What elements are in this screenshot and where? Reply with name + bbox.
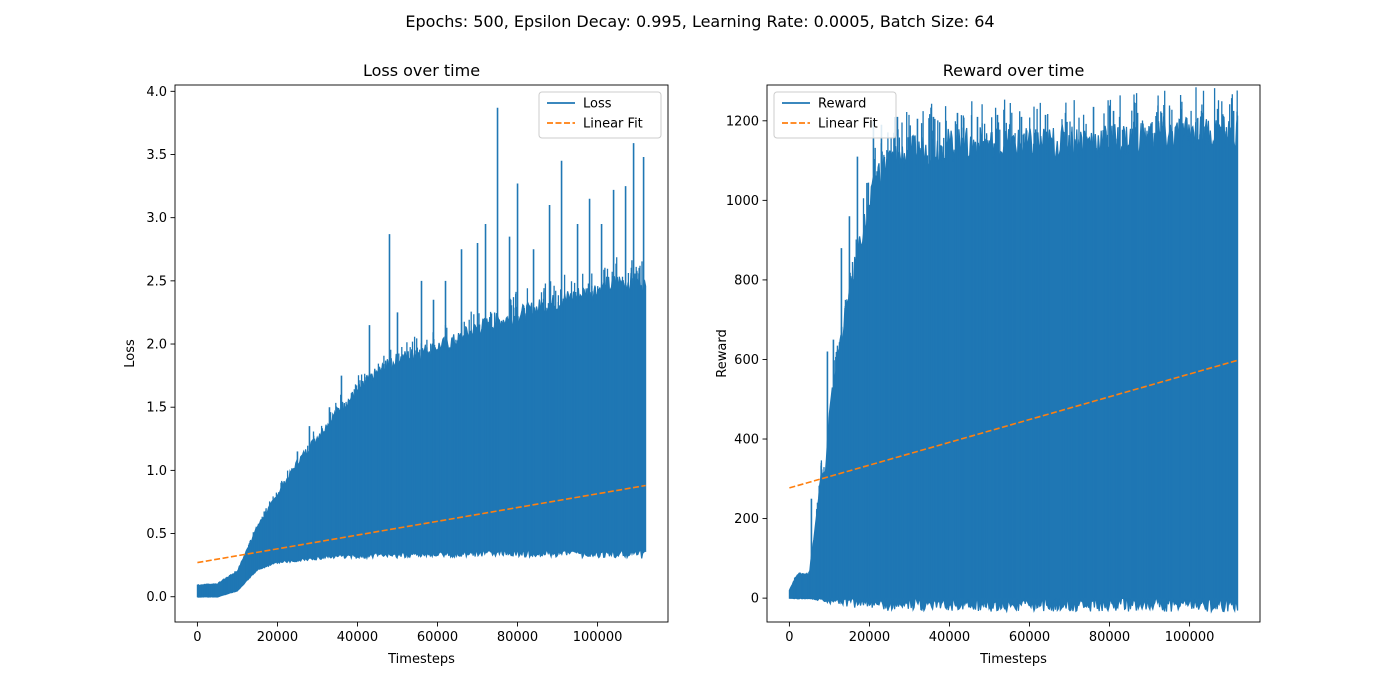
chart-0-x-tick-label: 80000 — [497, 630, 538, 645]
chart-0-series-loss — [196, 107, 647, 598]
chart-1-y-tick-label: 0 — [751, 592, 759, 607]
chart-1-legend-label: Reward — [818, 97, 866, 112]
chart-0-y-tick-label: 2.5 — [146, 274, 167, 289]
chart-0-y-tick-label: 0.0 — [146, 590, 167, 605]
chart-1-title: Reward over time — [943, 61, 1085, 80]
chart-1-axes-frame — [766, 84, 1261, 623]
chart-1-plot-area — [788, 87, 1239, 614]
loss-chart: 0 20000 40000 60000 80000 100000 0.0 0.5 1.0 1.5 2… — [123, 61, 669, 667]
chart-1-x-tick-label: 40000 — [929, 630, 970, 645]
chart-1-y-tick-label: 400 — [734, 433, 759, 448]
chart-0-x-tick-label: 20000 — [257, 630, 298, 645]
chart-0-x-axis-label: Timesteps — [387, 652, 455, 667]
chart-1-y-tick-label: 200 — [734, 512, 759, 527]
chart-0-y-tick-label: 2.0 — [146, 338, 167, 353]
chart-0-y-tick-label: 1.0 — [146, 464, 167, 479]
chart-0-x-tick-label: 60000 — [417, 630, 458, 645]
chart-0-legend-label: Linear Fit — [583, 117, 643, 132]
chart-0-legend: Loss Linear Fit — [538, 91, 662, 139]
chart-0-series-linear-fit — [197, 484, 646, 564]
chart-0-y-tick-label: 3.0 — [146, 211, 167, 226]
chart-1-y-tick-label: 1200 — [726, 114, 759, 129]
chart-0-plot-area — [196, 107, 647, 598]
chart-1-x-tick-label: 60000 — [1009, 630, 1050, 645]
chart-1-y-tick-label: 1000 — [726, 194, 759, 209]
chart-1-series-reward — [788, 87, 1239, 614]
chart-0-y-tick-label: 0.5 — [146, 527, 167, 542]
chart-0-x-tick-label: 100000 — [573, 630, 623, 645]
chart-0-legend-label: Loss — [583, 97, 612, 112]
chart-0-y-tick-label: 3.5 — [146, 148, 167, 163]
chart-1-y-axis-label: Reward — [715, 329, 730, 377]
chart-1-legend: Reward Linear Fit — [773, 91, 897, 139]
figure-title: Epochs: 500, Epsilon Decay: 0.995, Learn… — [405, 12, 994, 31]
chart-1-legend-label: Linear Fit — [818, 117, 878, 132]
chart-1-x-axis-label: Timesteps — [979, 652, 1047, 667]
chart-0-x-tick-label: 40000 — [337, 630, 378, 645]
chart-1-x-tick-label: 100000 — [1165, 630, 1215, 645]
chart-1-x-tick-label: 20000 — [849, 630, 890, 645]
chart-1-x-tick-label: 0 — [785, 630, 793, 645]
chart-0-y-tick-label: 1.5 — [146, 401, 167, 416]
chart-1-y-tick-label: 800 — [734, 273, 759, 288]
chart-0-axes-frame — [174, 84, 669, 623]
chart-1-x-tick-label: 80000 — [1089, 630, 1130, 645]
chart-0-y-axis-label: Loss — [123, 339, 138, 368]
chart-0-y-tick-label: 4.0 — [146, 85, 167, 100]
chart-1-series-linear-fit — [789, 359, 1238, 489]
chart-0-x-tick-label: 0 — [193, 630, 201, 645]
chart-0-title: Loss over time — [363, 61, 480, 80]
chart-1-y-tick-label: 600 — [734, 353, 759, 368]
reward-chart: 0 20000 40000 60000 80000 100000 0 200 400 600 800… — [715, 61, 1261, 667]
